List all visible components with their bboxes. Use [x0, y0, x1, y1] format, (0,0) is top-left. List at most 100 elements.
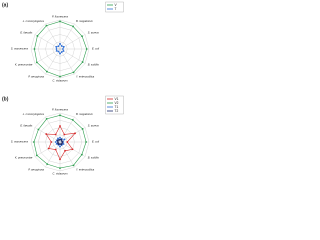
data-point	[47, 147, 50, 150]
data-point	[59, 20, 61, 23]
data-point	[59, 145, 61, 148]
data-point	[60, 143, 63, 146]
spoke	[59, 116, 75, 143]
data-point	[81, 61, 84, 63]
data-point	[54, 133, 57, 136]
data-point	[64, 149, 66, 152]
category-label: Y. enterocolitica	[76, 167, 95, 171]
data-point	[81, 35, 84, 38]
category-label: K. pneumoniae	[15, 156, 33, 160]
category-label: B. subtilis	[88, 63, 100, 67]
category-label: S. aureus	[88, 124, 100, 128]
data-point	[56, 139, 59, 142]
category-label: K. pneumoniae	[15, 63, 33, 67]
data-point	[60, 45, 63, 47]
data-point	[50, 141, 53, 143]
category-label: E. faecalis	[20, 31, 33, 35]
legend-box	[105, 95, 124, 115]
data-point	[57, 50, 60, 53]
category-label: P. fluorescens	[52, 108, 69, 112]
data-point	[72, 164, 75, 167]
data-point	[33, 48, 36, 50]
data-point	[72, 25, 74, 28]
data-point	[35, 61, 38, 64]
data-point	[62, 45, 65, 48]
spoke	[59, 48, 75, 75]
data-point	[85, 141, 87, 143]
data-point	[54, 148, 57, 151]
data-point	[62, 48, 64, 50]
legend-label: V2	[115, 101, 119, 105]
data-point	[36, 35, 39, 37]
data-point	[59, 125, 61, 127]
data-point	[57, 45, 60, 48]
data-point	[74, 132, 76, 135]
spoke	[34, 48, 61, 64]
data-point	[46, 163, 49, 166]
spoke	[45, 48, 61, 75]
data-point	[71, 118, 74, 121]
data-point	[72, 71, 75, 74]
category-label: Y. enterocolitica	[76, 74, 95, 78]
legend-label: V1	[115, 97, 119, 101]
data-point	[54, 141, 57, 143]
data-point	[59, 42, 61, 45]
legend-label: V	[115, 3, 118, 7]
category-label: P. fluorescens	[52, 15, 69, 19]
data-point	[62, 50, 65, 52]
spoke	[59, 23, 75, 50]
data-point	[81, 128, 84, 130]
data-point	[55, 45, 58, 48]
category-label: L. monocytogenes	[23, 112, 45, 116]
data-point	[60, 138, 63, 141]
category-label: C. violaceum	[53, 79, 69, 83]
data-point	[55, 49, 58, 52]
data-point	[59, 52, 61, 55]
data-point	[59, 167, 61, 170]
legend-label: T1	[115, 105, 119, 109]
series-line	[45, 125, 76, 161]
legend-label: T	[115, 7, 117, 11]
category-label: P. aeruginosa	[28, 167, 44, 171]
figure: (a) P. fluorescens B. megaterium S. aureus E…	[2, 1, 124, 176]
data-point	[80, 153, 83, 156]
data-point	[62, 143, 65, 145]
category-label: E. coli	[92, 140, 99, 144]
data-point	[59, 158, 61, 161]
chart-title: (a)	[2, 2, 8, 8]
data-point	[66, 141, 69, 143]
data-point	[57, 139, 60, 141]
category-label: L. monocytogenes	[23, 19, 45, 23]
category-label: P. aeruginosa	[28, 74, 44, 78]
category-label: S. marcescens	[11, 47, 29, 51]
category-label: E. faecalis	[20, 124, 33, 128]
data-point	[46, 70, 48, 73]
data-point	[55, 48, 58, 50]
data-point	[60, 51, 63, 53]
spoke	[45, 141, 61, 168]
data-point	[57, 137, 59, 140]
data-point	[45, 24, 48, 27]
category-label: B. subtilis	[88, 156, 100, 160]
spoke	[34, 141, 61, 157]
data-point	[59, 75, 61, 78]
data-point	[59, 136, 61, 139]
data-point	[85, 48, 88, 50]
category-label: B. megaterium	[76, 112, 94, 116]
category-label: E. coli	[92, 47, 99, 51]
data-point	[59, 114, 61, 117]
data-point	[61, 142, 63, 145]
data-point	[45, 117, 48, 120]
data-point	[57, 141, 59, 143]
spoke	[45, 23, 61, 50]
data-point	[37, 128, 40, 131]
category-label: S. aureus	[88, 31, 100, 35]
legend-box	[105, 1, 124, 13]
category-label: S. marcescens	[11, 140, 29, 144]
category-label: C. violaceum	[53, 172, 69, 176]
data-point	[45, 133, 48, 135]
spoke	[59, 141, 75, 168]
chart-title: (b)	[2, 96, 9, 102]
data-point	[33, 141, 35, 143]
legend-label: T2	[115, 109, 119, 113]
